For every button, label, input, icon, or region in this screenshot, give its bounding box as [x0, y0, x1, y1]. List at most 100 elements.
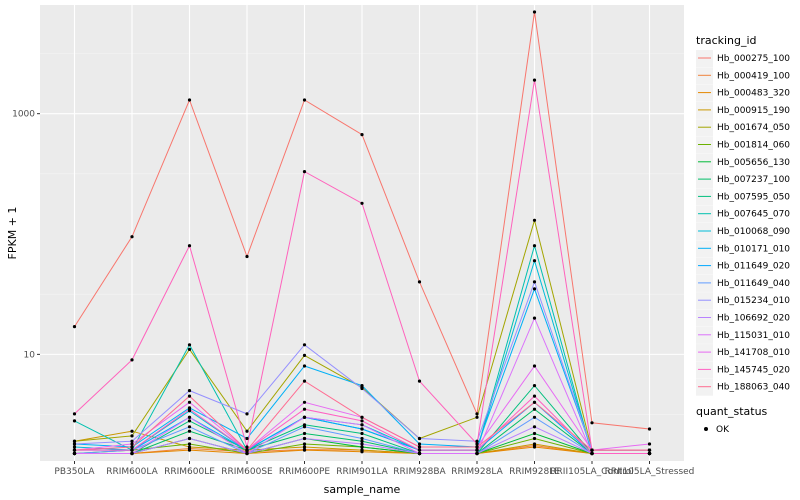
data-point — [130, 448, 134, 452]
legend-item: Hb_000483_320 — [696, 84, 790, 102]
x-tick-label: RRIM600LA — [106, 467, 158, 477]
data-point — [302, 379, 307, 383]
data-point — [360, 201, 364, 205]
data-point — [187, 415, 192, 419]
data-point — [417, 280, 422, 284]
data-point — [417, 451, 422, 456]
legend-item: Hb_000419_100 — [696, 67, 790, 85]
data-point — [475, 451, 479, 456]
x-tick-label: RRIM928LA — [451, 467, 503, 477]
x-tick-label: RRIM600LE — [164, 467, 215, 477]
quant-legend-label: OK — [716, 425, 730, 435]
data-point — [187, 425, 192, 429]
data-point — [532, 394, 537, 398]
legend-item: Hb_000275_100 — [696, 50, 790, 67]
data-point — [647, 442, 652, 446]
x-tick-label: RRII105LA_Control — [550, 467, 633, 477]
data-point — [532, 442, 537, 446]
legend-item: Hb_001674_050 — [696, 119, 790, 137]
data-point — [532, 415, 537, 419]
data-point — [187, 436, 192, 441]
data-point — [532, 400, 537, 404]
data-point — [647, 427, 652, 431]
legend-label: Hb_141708_010 — [717, 348, 790, 358]
data-point — [302, 343, 307, 347]
data-point — [302, 431, 307, 436]
x-axis: PB350LA RRIM600LA RRIM600LE RRIM600SE RRIM60… — [54, 461, 694, 477]
x-tick-label: PB350LA — [54, 467, 95, 477]
data-point — [360, 386, 364, 391]
data-point — [360, 384, 364, 388]
x-tick-label: RRIM928LE — [509, 467, 560, 477]
data-point — [187, 448, 192, 452]
data-point — [360, 427, 364, 431]
legend-item: Hb_005656_130 — [696, 153, 790, 171]
data-point — [302, 407, 307, 411]
data-point — [130, 358, 134, 362]
data-point — [72, 442, 77, 446]
data-point — [360, 423, 364, 427]
data-point — [532, 407, 537, 411]
data-point — [187, 244, 192, 248]
data-point — [532, 259, 537, 263]
data-point — [245, 254, 249, 259]
data-point — [187, 98, 192, 102]
data-point — [647, 448, 652, 452]
data-point — [130, 429, 134, 433]
data-point — [532, 78, 537, 82]
y-axis: 10 1000 — [12, 110, 40, 360]
legend-label: Hb_010068_090 — [717, 227, 790, 237]
x-tick-label: RRII105LA_Stressed — [605, 467, 695, 477]
data-point — [187, 429, 192, 433]
x-tick-label: RRIM901LA — [336, 467, 388, 477]
legend-label: Hb_000483_320 — [717, 89, 790, 99]
legend-item: Hb_000915_190 — [696, 101, 790, 119]
legend-label: Hb_007237_100 — [717, 175, 790, 185]
y-tick-label: 1000 — [12, 110, 35, 120]
legend-item: Hb_188063_040 — [696, 378, 790, 396]
legend-label: Hb_005656_130 — [717, 158, 790, 168]
data-point — [245, 451, 249, 456]
data-point — [647, 451, 652, 456]
data-point — [475, 448, 479, 452]
data-point — [72, 448, 77, 452]
data-point — [532, 445, 537, 449]
data-point — [360, 442, 364, 446]
data-point — [302, 436, 307, 441]
data-point — [72, 451, 77, 456]
data-point — [417, 448, 422, 452]
legend-label: Hb_000915_190 — [717, 106, 790, 116]
data-point — [72, 412, 77, 416]
legend-item: Hb_011649_040 — [696, 274, 790, 292]
data-point — [475, 439, 479, 443]
legend-label: Hb_007645_070 — [717, 210, 790, 220]
data-point — [302, 98, 307, 102]
legend-item: Hb_145745_020 — [696, 361, 790, 379]
data-point — [360, 431, 364, 436]
data-point — [302, 442, 307, 446]
data-point — [72, 419, 77, 423]
grid-lines — [40, 5, 684, 461]
quant-legend-title: quant_status — [696, 405, 768, 418]
data-point — [417, 379, 422, 383]
legend-item: Hb_115031_010 — [696, 326, 790, 344]
data-point — [360, 448, 364, 452]
data-point — [360, 133, 364, 137]
legend-label: Hb_000275_100 — [717, 54, 790, 64]
data-point — [245, 412, 249, 416]
data-point — [302, 448, 307, 452]
legend-label: Hb_010171_010 — [717, 244, 790, 254]
data-point — [187, 389, 192, 393]
data-point — [475, 415, 479, 419]
data-point — [302, 364, 307, 368]
legend-item: Hb_007237_100 — [696, 171, 790, 189]
data-point — [130, 451, 134, 456]
legend-label: Hb_015234_010 — [717, 296, 790, 306]
data-point — [360, 439, 364, 443]
data-point — [417, 445, 422, 449]
legend-label: Hb_001814_060 — [717, 141, 790, 151]
data-point — [475, 412, 479, 416]
data-point — [245, 448, 249, 452]
data-point — [130, 439, 134, 443]
